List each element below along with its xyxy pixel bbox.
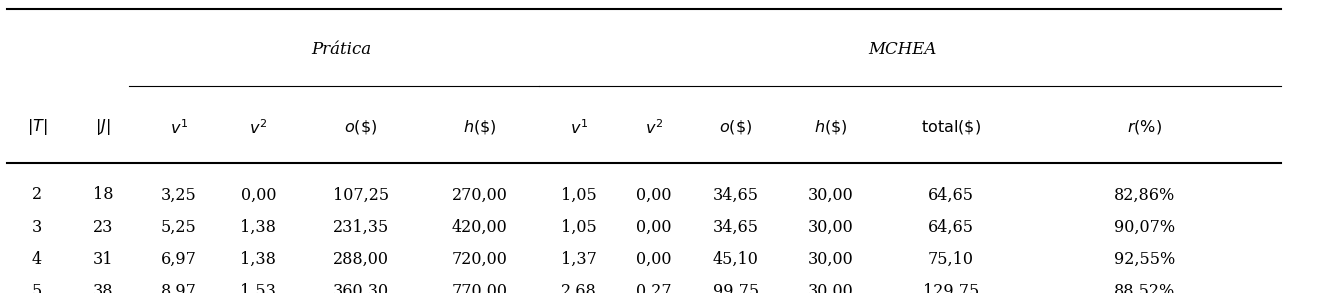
Text: 30,00: 30,00 bbox=[807, 219, 853, 236]
Text: $h(\$)$: $h(\$)$ bbox=[814, 118, 847, 137]
Text: 231,35: 231,35 bbox=[333, 219, 388, 236]
Text: MCHEA: MCHEA bbox=[868, 41, 937, 58]
Text: 5: 5 bbox=[32, 283, 42, 293]
Text: 23: 23 bbox=[92, 219, 114, 236]
Text: 90,07%: 90,07% bbox=[1114, 219, 1176, 236]
Text: 1,38: 1,38 bbox=[240, 251, 276, 268]
Text: $h(\$)$: $h(\$)$ bbox=[462, 118, 497, 137]
Text: 0,00: 0,00 bbox=[637, 186, 671, 203]
Text: 288,00: 288,00 bbox=[333, 251, 388, 268]
Text: 31: 31 bbox=[92, 251, 114, 268]
Text: 107,25: 107,25 bbox=[333, 186, 388, 203]
Text: 34,65: 34,65 bbox=[713, 186, 758, 203]
Text: 0,00: 0,00 bbox=[637, 219, 671, 236]
Text: $|T|$: $|T|$ bbox=[26, 117, 48, 137]
Text: 2: 2 bbox=[32, 186, 42, 203]
Text: 30,00: 30,00 bbox=[807, 186, 853, 203]
Text: 0,00: 0,00 bbox=[637, 251, 671, 268]
Text: 129,75: 129,75 bbox=[923, 283, 979, 293]
Text: Prática: Prática bbox=[310, 41, 371, 58]
Text: $r(\%)$: $r(\%)$ bbox=[1127, 118, 1162, 137]
Text: $\mathrm{total}(\$)$: $\mathrm{total}(\$)$ bbox=[921, 118, 982, 137]
Text: 5,25: 5,25 bbox=[161, 219, 197, 236]
Text: 0,27: 0,27 bbox=[637, 283, 671, 293]
Text: 770,00: 770,00 bbox=[452, 283, 507, 293]
Text: 3: 3 bbox=[32, 219, 42, 236]
Text: $v^{1}$: $v^{1}$ bbox=[569, 118, 588, 137]
Text: 38: 38 bbox=[92, 283, 114, 293]
Text: 99,75: 99,75 bbox=[713, 283, 758, 293]
Text: 3,25: 3,25 bbox=[161, 186, 197, 203]
Text: 8,97: 8,97 bbox=[161, 283, 197, 293]
Text: 18: 18 bbox=[92, 186, 114, 203]
Text: 1,38: 1,38 bbox=[240, 219, 276, 236]
Text: 270,00: 270,00 bbox=[452, 186, 507, 203]
Text: $v^{2}$: $v^{2}$ bbox=[645, 118, 663, 137]
Text: $v^{2}$: $v^{2}$ bbox=[250, 118, 267, 137]
Text: 64,65: 64,65 bbox=[929, 219, 974, 236]
Text: 360,30: 360,30 bbox=[333, 283, 388, 293]
Text: $v^{1}$: $v^{1}$ bbox=[170, 118, 188, 137]
Text: 82,86%: 82,86% bbox=[1114, 186, 1176, 203]
Text: 4: 4 bbox=[32, 251, 42, 268]
Text: $o(\$)$: $o(\$)$ bbox=[343, 118, 378, 137]
Text: 64,65: 64,65 bbox=[929, 186, 974, 203]
Text: 34,65: 34,65 bbox=[713, 219, 758, 236]
Text: 1,37: 1,37 bbox=[560, 251, 597, 268]
Text: 75,10: 75,10 bbox=[929, 251, 974, 268]
Text: 6,97: 6,97 bbox=[161, 251, 197, 268]
Text: 720,00: 720,00 bbox=[452, 251, 507, 268]
Text: 92,55%: 92,55% bbox=[1114, 251, 1176, 268]
Text: $|J|$: $|J|$ bbox=[95, 117, 111, 137]
Text: 30,00: 30,00 bbox=[807, 283, 853, 293]
Text: 1,05: 1,05 bbox=[560, 219, 597, 236]
Text: 2,68: 2,68 bbox=[560, 283, 597, 293]
Text: $o(\$)$: $o(\$)$ bbox=[719, 118, 753, 137]
Text: 1,05: 1,05 bbox=[560, 186, 597, 203]
Text: 45,10: 45,10 bbox=[713, 251, 758, 268]
Text: 0,00: 0,00 bbox=[240, 186, 276, 203]
Text: 88,52%: 88,52% bbox=[1114, 283, 1176, 293]
Text: 420,00: 420,00 bbox=[452, 219, 507, 236]
Text: 30,00: 30,00 bbox=[807, 251, 853, 268]
Text: 1,53: 1,53 bbox=[240, 283, 276, 293]
